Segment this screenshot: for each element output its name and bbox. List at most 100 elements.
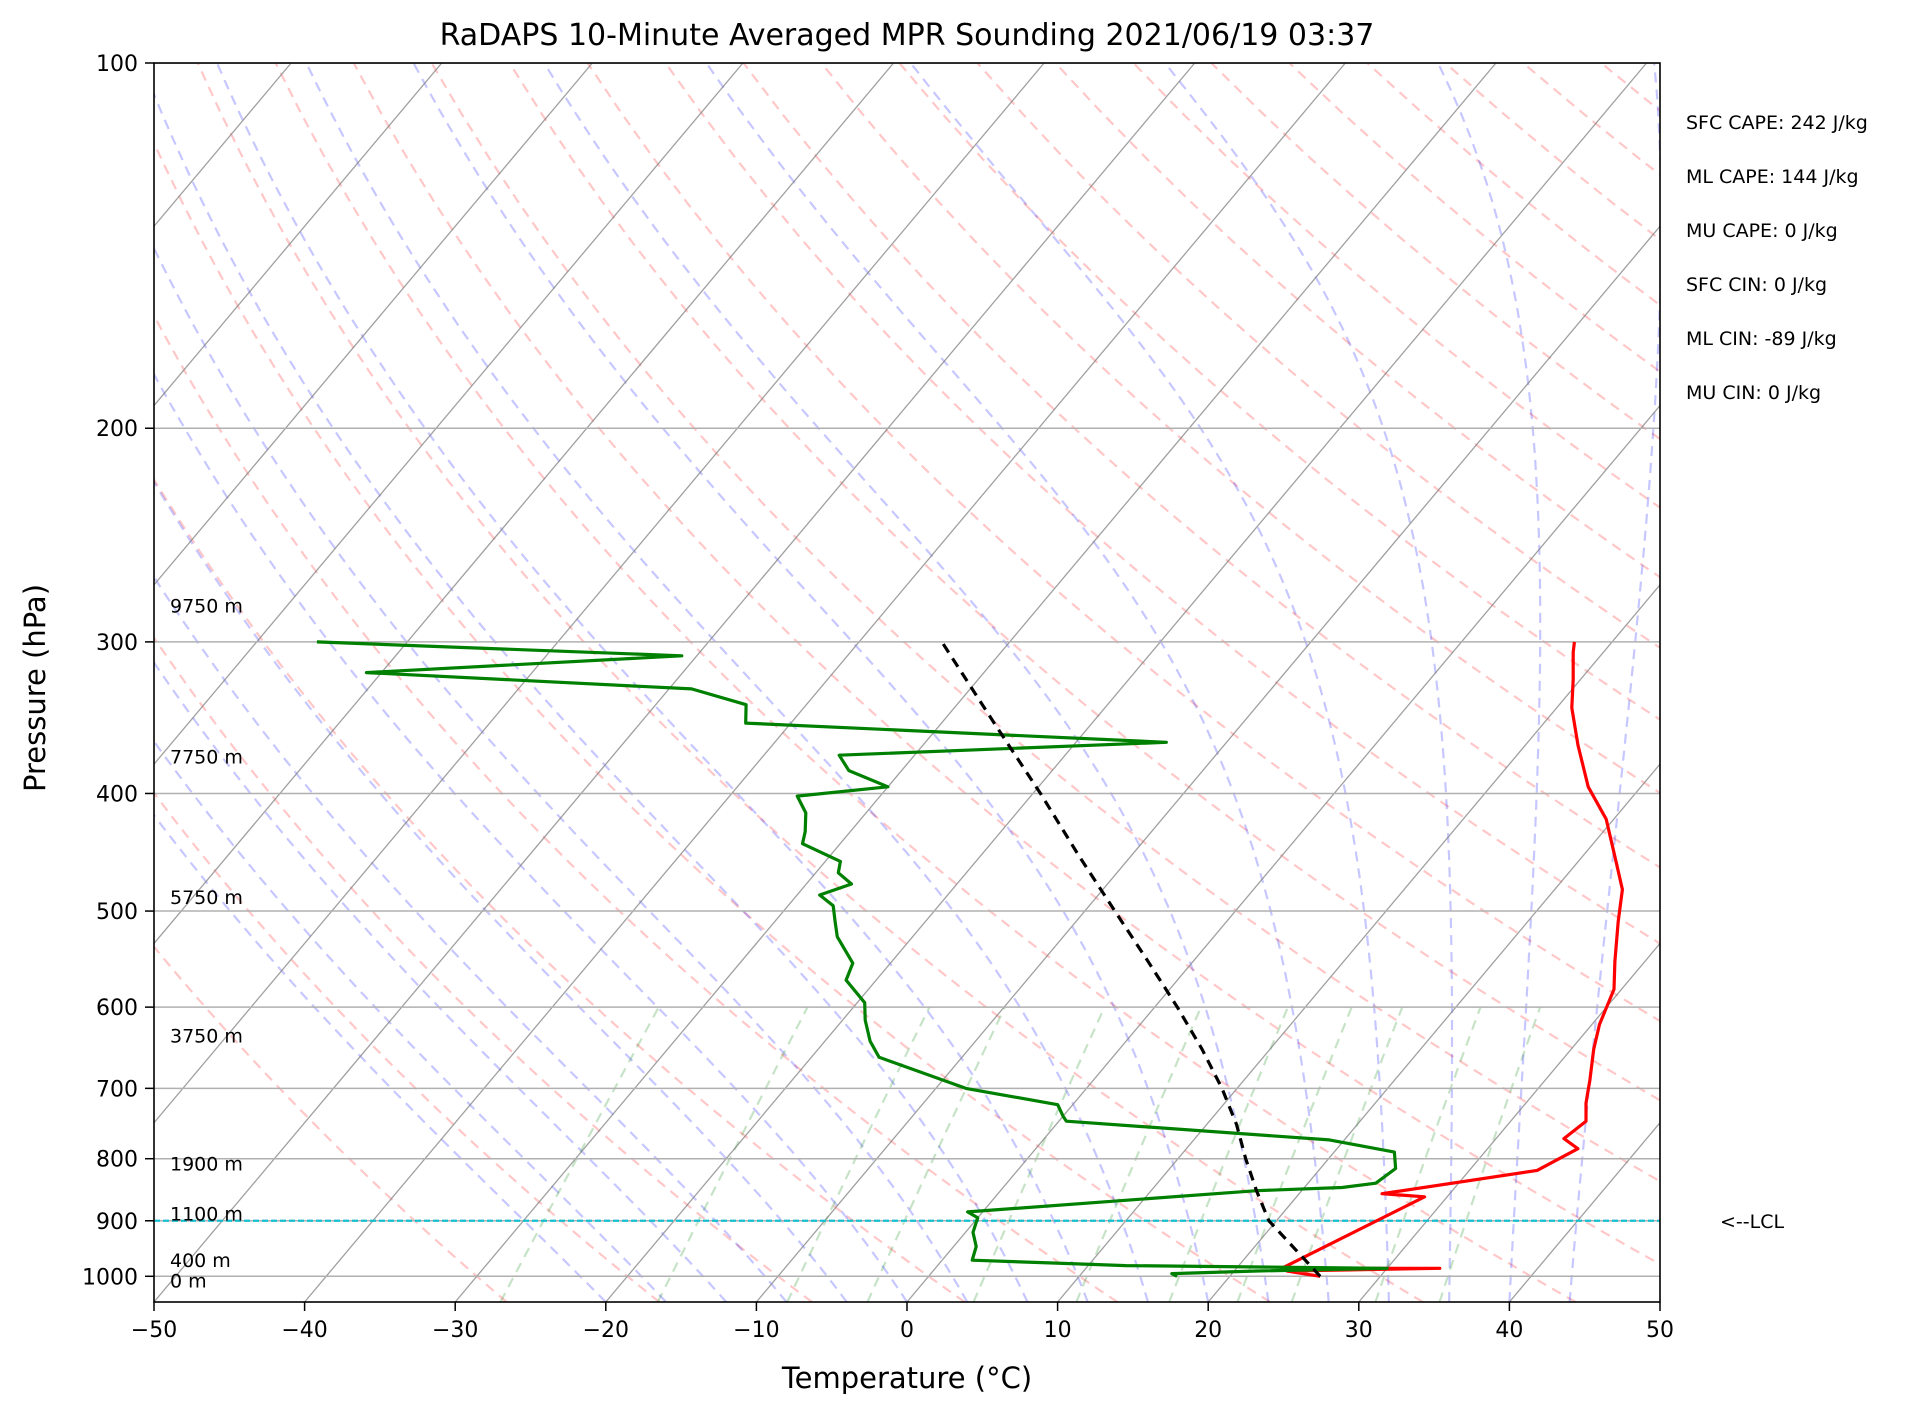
moist-adiabat — [1164, 63, 1454, 1302]
x-axis-ticks: −50 −40 −30 −20 −10 0 10 20 30 40 50 — [131, 1302, 1674, 1343]
isotherm — [154, 63, 443, 407]
height-label: 9750 m — [170, 596, 243, 618]
isotherm — [154, 63, 744, 766]
x-tick-label: −50 — [131, 1318, 177, 1343]
mixing-ratio-line — [656, 1006, 809, 1302]
dewpoint-profile — [316, 640, 1398, 1278]
moist-adiabat — [543, 63, 1270, 1302]
dry-adiabat — [664, 63, 1660, 945]
height-labels: 9750 m 7750 m 5750 m 3750 m 1900 m 1100 m 400 … — [170, 596, 243, 1293]
x-tick-label: −40 — [281, 1318, 327, 1343]
stat-text: ML CIN: -89 J/kg — [1686, 328, 1837, 350]
moist-adiabat — [1437, 63, 1542, 1302]
stat-labels: SFC CAPE: 242 J/kg ML CAPE: 144 J/kg MU CA… — [1686, 112, 1868, 404]
dry-adiabat — [1835, 63, 1911, 1302]
dry-adiabat — [1522, 63, 1660, 177]
isotherm — [1207, 763, 1660, 1302]
dry-adiabat — [1600, 63, 1660, 113]
moist-adiabat — [154, 91, 1029, 1302]
moist-adiabat — [154, 372, 908, 1302]
mixing-ratio-line — [1290, 1006, 1404, 1302]
isotherm — [154, 63, 1045, 1124]
mixing-ratio-line — [972, 1006, 1106, 1302]
isotherm — [906, 404, 1660, 1302]
sounding-series — [316, 640, 1625, 1278]
x-tick-label: −30 — [432, 1318, 478, 1343]
height-label: 400 m — [170, 1250, 231, 1272]
y-tick-label: 600 — [96, 996, 138, 1021]
y-tick-label: 700 — [96, 1077, 138, 1102]
x-tick-label: 0 — [900, 1318, 914, 1343]
height-label: 5750 m — [170, 887, 243, 909]
isotherm — [605, 63, 1648, 1302]
y-axis-label: Pressure (hPa) — [18, 584, 52, 792]
moist-adiabat — [154, 739, 667, 1302]
y-tick-label: 300 — [96, 631, 138, 656]
dry-adiabat — [154, 477, 966, 1302]
moist-adiabat — [154, 245, 969, 1302]
isotherm — [454, 63, 1497, 1302]
y-tick-label: 800 — [96, 1148, 138, 1173]
moist-adiabat — [1568, 63, 1660, 1302]
isotherm — [154, 63, 895, 945]
y-axis-ticks: 100 200 300 400 500 600 700 800 900 1000 — [82, 52, 154, 1290]
temperature-profile — [1280, 641, 1625, 1278]
mixing-ratio-line — [499, 1006, 660, 1302]
moist-adiabat — [154, 660, 728, 1302]
stat-text: SFC CIN: 0 J/kg — [1686, 274, 1827, 296]
moist-adiabat — [215, 63, 1089, 1302]
isotherm — [1508, 1121, 1660, 1302]
dry-adiabat — [976, 63, 1660, 650]
mixing-ratio-line — [1168, 1006, 1289, 1302]
y-tick-label: 100 — [96, 52, 138, 77]
isotherm — [154, 63, 593, 586]
isotherm — [1659, 1300, 1660, 1302]
x-tick-label: 30 — [1345, 1318, 1373, 1343]
x-tick-label: −10 — [733, 1318, 779, 1343]
dry-adiabat — [898, 63, 1660, 722]
dry-adiabat — [154, 140, 1271, 1302]
mixing-ratio-line — [866, 1006, 1006, 1302]
moist-adiabat — [154, 480, 848, 1302]
moist-adiabat — [705, 63, 1330, 1302]
y-tick-label: 900 — [96, 1210, 138, 1235]
moist-adiabat — [412, 63, 1210, 1302]
y-tick-label: 1000 — [82, 1265, 138, 1290]
x-tick-label: 40 — [1495, 1318, 1523, 1343]
dry-adiabat — [1210, 63, 1660, 441]
moist-adiabat — [154, 813, 607, 1302]
stat-text: ML CAPE: 144 J/kg — [1686, 166, 1859, 188]
mixing-ratio-line — [1236, 1006, 1353, 1302]
dry-adiabat — [430, 63, 1660, 1183]
dry-adiabat — [154, 635, 813, 1302]
height-label: 0 m — [170, 1270, 207, 1292]
dry-adiabat — [1288, 63, 1660, 374]
height-label: 1900 m — [170, 1153, 243, 1175]
isotherm — [154, 63, 1196, 1302]
moist-adiabat — [305, 63, 1150, 1302]
x-tick-label: 10 — [1044, 1318, 1072, 1343]
isotherm — [1057, 583, 1660, 1302]
moist-adiabat — [154, 574, 788, 1302]
x-tick-label: 50 — [1646, 1318, 1674, 1343]
y-tick-label: 500 — [96, 900, 138, 925]
isotherm — [304, 63, 1346, 1302]
dry-adiabat — [1366, 63, 1660, 307]
mixing-ratio-line — [1438, 1006, 1542, 1302]
stat-text: MU CAPE: 0 J/kg — [1686, 220, 1838, 242]
dry-adiabat — [1054, 63, 1660, 579]
y-tick-label: 200 — [96, 417, 138, 442]
dry-adiabat — [1679, 63, 1911, 1302]
dry-adiabat — [1132, 63, 1660, 509]
height-label: 1100 m — [170, 1204, 243, 1226]
dry-adiabat — [196, 63, 1424, 1302]
x-tick-label: −20 — [583, 1318, 629, 1343]
dry-adiabat — [1757, 63, 1911, 1302]
height-label: 3750 m — [170, 1025, 243, 1047]
plot-frame — [153, 62, 1661, 1303]
parcel-profile — [940, 641, 1322, 1278]
height-label: 7750 m — [170, 747, 243, 769]
dry-adiabat — [742, 63, 1660, 869]
pressure-grid — [154, 63, 1660, 1302]
